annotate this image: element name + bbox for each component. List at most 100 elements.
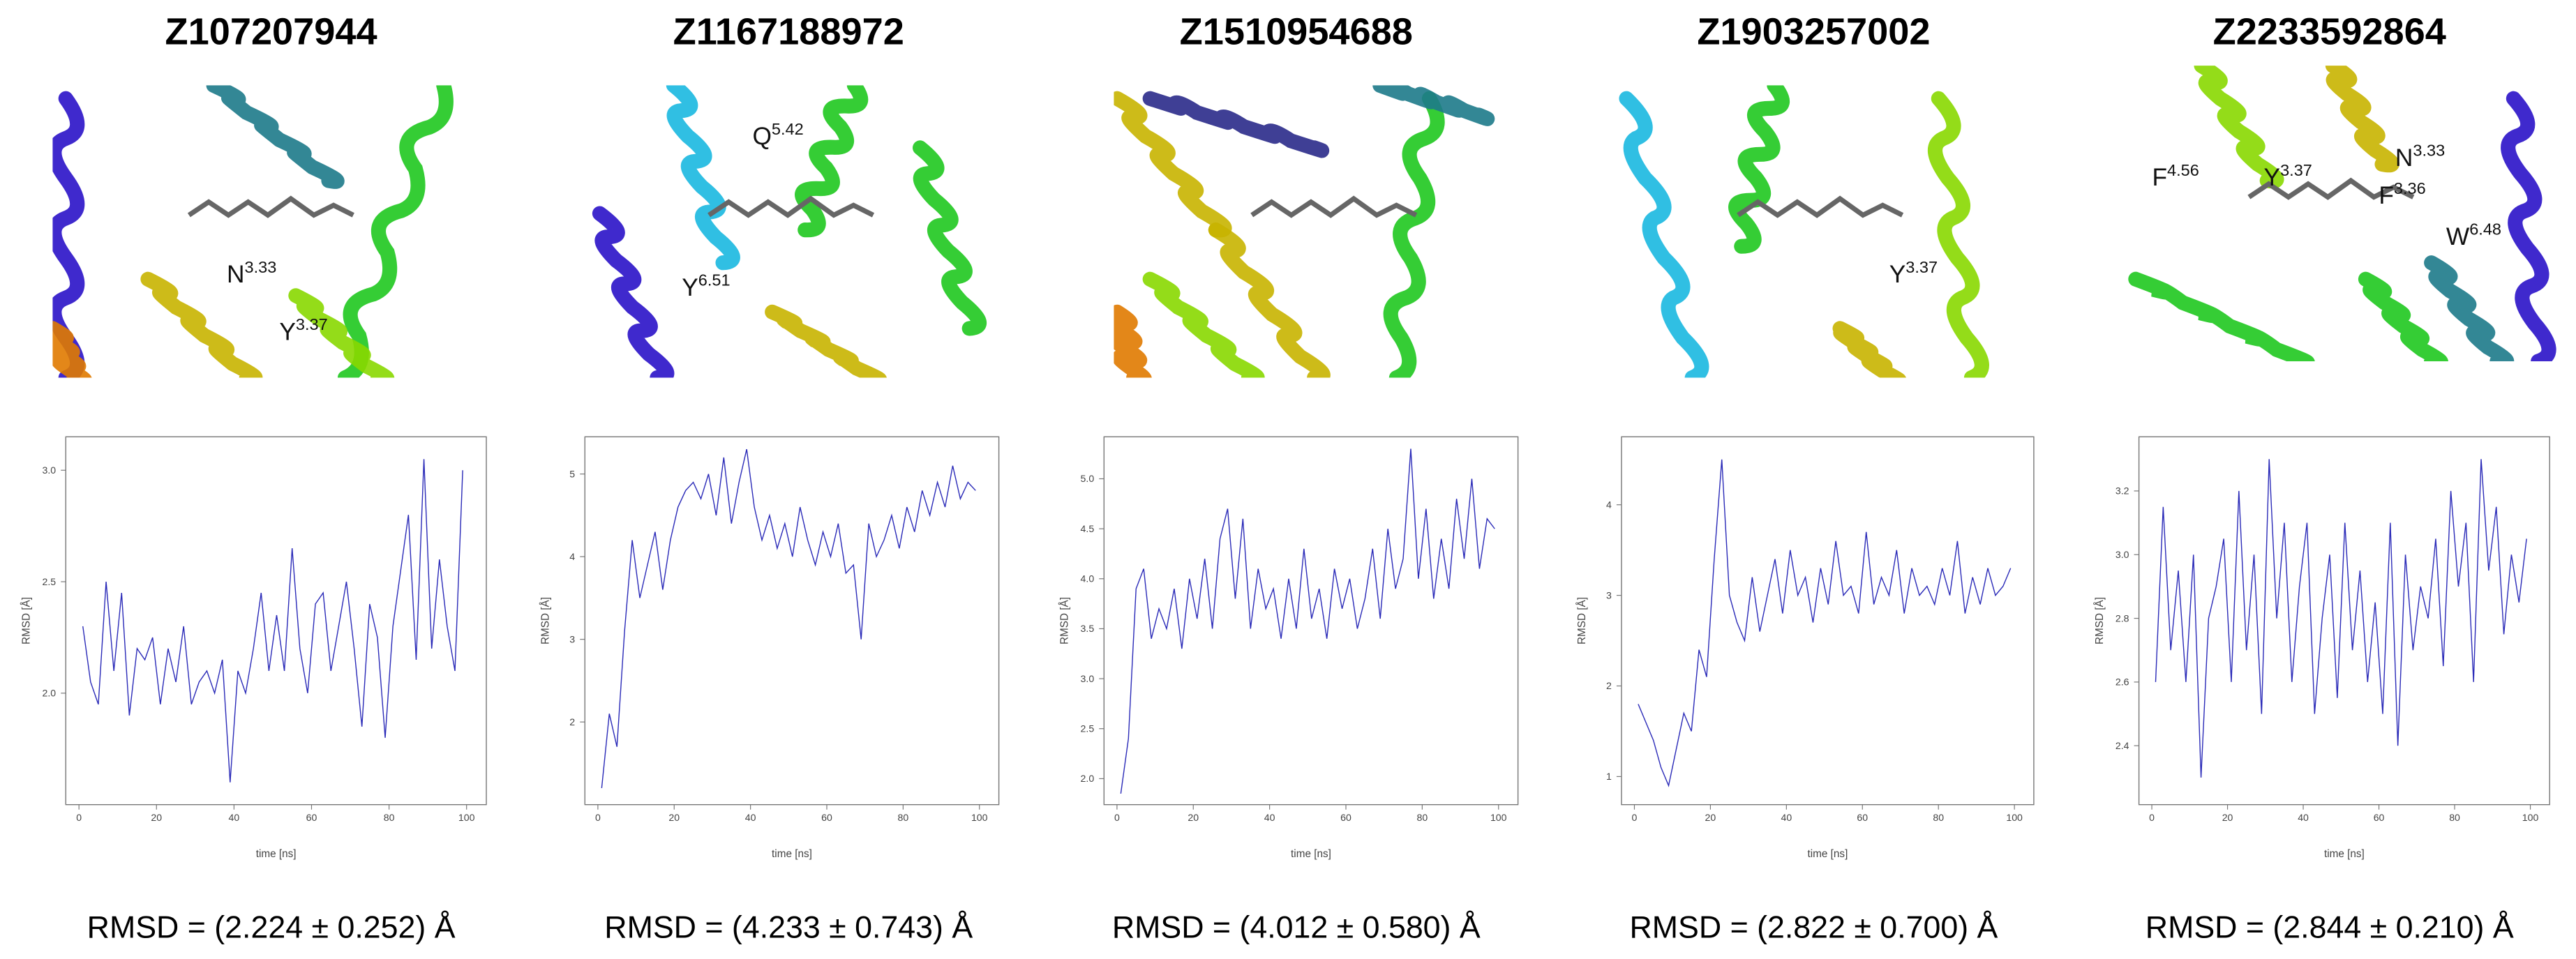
helix-ribbon [1114, 304, 1152, 378]
helix-ribbon [1114, 91, 1232, 238]
panel-title: Z2233592864 [2213, 11, 2446, 53]
helix-ribbon [1372, 85, 1495, 126]
rmsd-caption: RMSD = (2.224 ± 0.252) Å [87, 910, 456, 944]
residue-number: 3.33 [245, 258, 277, 276]
panel-title: Z107207944 [165, 11, 377, 53]
residue-label: W6.48 [2446, 220, 2501, 250]
helix-ribbon [2358, 271, 2448, 361]
x-tick-label: 80 [1417, 812, 1428, 823]
y-tick-label: 3.2 [2116, 485, 2129, 497]
x-tick-label: 60 [1857, 812, 1868, 823]
rmsd-line [2155, 459, 2527, 778]
ligand [707, 195, 875, 218]
y-tick-label: 2.5 [1081, 723, 1095, 734]
rmsd-caption: RMSD = (4.233 ± 0.743) Å [604, 910, 973, 944]
helix-ribbon [206, 85, 345, 189]
y-tick-label: 5.0 [1081, 473, 1095, 484]
y-tick-label: 4.0 [1081, 573, 1095, 584]
x-tick-label: 20 [151, 812, 162, 823]
x-tick-label: 0 [76, 812, 82, 823]
residue-label: F4.56 [2152, 161, 2199, 191]
x-tick-label: 60 [1340, 812, 1351, 823]
helix-ribbon [1832, 321, 1906, 378]
helix-ribbon [1208, 222, 1331, 378]
residue-label: Y6.51 [682, 271, 730, 301]
y-tick-label: 4 [569, 551, 575, 562]
y-tick-label: 3 [569, 633, 575, 644]
helix-ribbon [2424, 255, 2515, 361]
y-tick-label: 4 [1606, 499, 1612, 510]
residue-name: N [2395, 144, 2413, 172]
x-tick-label: 40 [1264, 812, 1275, 823]
helix-ribbon [2325, 66, 2399, 173]
ligand [187, 195, 354, 218]
helix-ribbon [913, 140, 987, 336]
y-tick-label: 3.5 [1081, 623, 1095, 634]
x-tick-label: 0 [1114, 812, 1120, 823]
residue-label: N3.33 [227, 258, 276, 288]
residue-name: F [2379, 182, 2394, 209]
x-tick-label: 40 [2298, 812, 2309, 823]
residue-number: 3.37 [2280, 161, 2312, 179]
x-tick-label: 20 [1188, 812, 1199, 823]
residue-number: 6.51 [698, 271, 731, 289]
y-axis-label: RMSD [Å] [1059, 597, 1071, 644]
helix-ribbon [666, 85, 740, 271]
x-tick-label: 40 [229, 812, 240, 823]
rmsd-caption: RMSD = (4.012 ± 0.580) Å [1112, 910, 1481, 944]
helix-ribbon [765, 304, 887, 378]
y-axis-label: RMSD [Å] [20, 597, 32, 644]
y-tick-label: 3.0 [43, 465, 57, 476]
helix-ribbon [337, 85, 454, 378]
helix-ribbon [288, 288, 395, 378]
x-tick-label: 80 [898, 812, 909, 823]
x-axis-label: time [ns] [772, 848, 812, 860]
x-tick-label: 100 [971, 812, 988, 823]
x-tick-label: 80 [384, 812, 395, 823]
image-bg [1114, 85, 1555, 378]
structure-image [583, 85, 999, 378]
x-tick-label: 100 [2006, 812, 2023, 823]
panel-title: Z1903257002 [1697, 11, 1930, 53]
x-tick-label: 80 [2449, 812, 2460, 823]
panel-title: Z1167188972 [673, 11, 904, 53]
structure-image [1114, 85, 1555, 378]
y-tick-label: 3.0 [2116, 549, 2129, 560]
residue-number: 4.56 [2167, 161, 2199, 179]
residue-label: Y3.37 [2264, 161, 2312, 191]
plot-frame [584, 436, 1000, 806]
x-tick-label: 100 [458, 812, 475, 823]
residue-name: F [2152, 164, 2167, 191]
ligand [1737, 195, 1904, 218]
plot-frame [1621, 436, 2035, 806]
plot-frame [2138, 436, 2550, 806]
residue-label: N3.33 [2395, 142, 2445, 172]
y-tick-label: 1 [1606, 771, 1612, 782]
helix-ribbon [2501, 91, 2556, 361]
x-axis-label: time [ns] [2324, 848, 2365, 860]
helix-ribbon [592, 206, 675, 378]
helix-ribbon [1728, 85, 1790, 254]
helix-ribbon [1142, 91, 1330, 158]
rmsd-line [82, 459, 463, 783]
helix-ribbon [1619, 91, 1709, 378]
residue-name: N [227, 261, 245, 288]
residue-number: 6.48 [2469, 220, 2501, 239]
x-tick-label: 60 [821, 812, 832, 823]
residue-label: F3.36 [2379, 179, 2425, 209]
helix-ribbon [1927, 91, 1989, 378]
x-axis-label: time [ns] [256, 848, 297, 860]
structure-image [52, 85, 490, 378]
x-tick-label: 20 [2222, 812, 2233, 823]
y-tick-label: 2 [1606, 680, 1612, 691]
structure-image [2102, 66, 2560, 361]
y-tick-label: 4.5 [1081, 523, 1095, 534]
y-tick-label: 2.5 [43, 576, 57, 587]
x-tick-label: 0 [1632, 812, 1638, 823]
image-bg [2102, 66, 2560, 361]
y-tick-label: 2.8 [2116, 612, 2129, 624]
rmsd-caption: RMSD = (2.822 ± 0.700) Å [1629, 910, 1998, 944]
y-tick-label: 3 [1606, 589, 1612, 601]
residue-number: 3.37 [1905, 258, 1938, 276]
